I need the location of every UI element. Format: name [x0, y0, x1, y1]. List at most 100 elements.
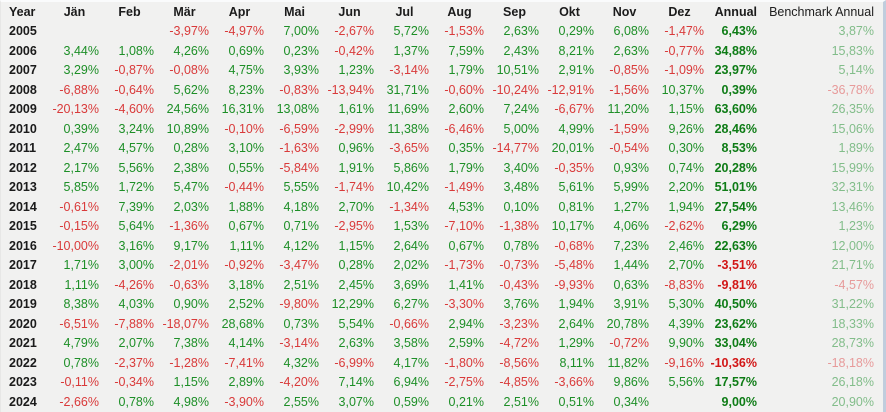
month-cell: -1,74%	[334, 180, 374, 194]
month-cell: 0,90%	[173, 297, 209, 311]
column-header-sep: Sep	[503, 5, 526, 19]
table-row-2005: 2005 -3,97% -4,97% 7,00% -2,67% 5,72% -1,53% 2,…	[1, 22, 883, 42]
month-cell: -6,88%	[59, 82, 99, 97]
month-cell: -5,84%	[279, 160, 319, 175]
year-cell: 2014	[9, 199, 37, 214]
month-cell: -1,49%	[444, 180, 484, 194]
month-cell: -10,24%	[492, 82, 539, 97]
month-cell: 4,17%	[393, 355, 429, 370]
month-cell: -1,80%	[444, 355, 484, 370]
year-cell: 2023	[9, 375, 37, 389]
year-cell: 2013	[9, 180, 37, 194]
year-cell: 2024	[9, 394, 37, 409]
year-cell: 2007	[9, 63, 37, 77]
benchmark-annual-cell: 12,00%	[831, 238, 874, 253]
month-cell: 6,08%	[613, 24, 649, 38]
month-cell: 3,07%	[338, 394, 374, 409]
month-cell: -1,63%	[279, 141, 319, 155]
month-cell: 4,26%	[173, 43, 209, 58]
month-cell: -6,46%	[444, 121, 484, 136]
month-cell: 3,29%	[63, 63, 99, 77]
month-cell: -8,83%	[664, 277, 704, 292]
month-cell: 10,51%	[496, 63, 539, 77]
month-cell: 0,51%	[558, 394, 594, 409]
month-cell: 2,38%	[173, 160, 209, 175]
month-cell: 7,23%	[613, 238, 649, 253]
month-cell: 7,24%	[503, 102, 539, 116]
month-cell: 0,30%	[668, 141, 704, 155]
month-cell: -1,28%	[169, 355, 209, 370]
annual-cell: 6,29%	[721, 219, 757, 233]
month-cell: -4,72%	[499, 336, 539, 350]
month-cell: 1,53%	[393, 219, 429, 233]
month-cell: -0,61%	[59, 199, 99, 214]
month-cell: -0,72%	[609, 336, 649, 350]
column-header-apr: Apr	[228, 5, 251, 19]
benchmark-annual-cell: 15,06%	[831, 121, 874, 136]
month-cell: -6,99%	[334, 355, 374, 370]
month-cell: -0,15%	[59, 219, 99, 233]
month-cell: 0,93%	[613, 160, 649, 175]
month-cell: -10,00%	[52, 238, 99, 253]
month-cell: -0,83%	[279, 82, 319, 97]
annual-cell: 34,88%	[714, 43, 757, 58]
month-cell: -0,34%	[114, 375, 154, 389]
month-cell: 3,18%	[228, 277, 264, 292]
month-cell: 1,11%	[64, 277, 99, 292]
month-cell: -9,93%	[554, 277, 594, 292]
annual-cell: 40,50%	[714, 297, 757, 311]
year-cell: 2008	[9, 82, 37, 97]
month-cell: 9,17%	[173, 238, 209, 253]
month-cell: -0,92%	[224, 258, 264, 272]
table-row-2016: 2016 -10,00% 3,16% 9,17% 1,11% 4,12% 1,15% 2,64…	[1, 237, 883, 257]
benchmark-annual-cell: 26,18%	[831, 375, 874, 389]
month-cell: 8,21%	[558, 43, 594, 58]
month-cell: 11,20%	[607, 102, 649, 116]
month-cell	[652, 393, 707, 412]
month-cell: -7,10%	[444, 219, 484, 233]
month-cell: 11,82%	[607, 355, 649, 370]
month-cell: 4,18%	[283, 199, 319, 214]
year-cell: 2022	[9, 355, 37, 370]
month-cell: 0,10%	[503, 199, 539, 214]
month-cell: 4,98%	[173, 394, 209, 409]
month-cell: 5,62%	[173, 82, 209, 97]
month-cell: 2,63%	[503, 24, 539, 38]
year-cell: 2006	[9, 43, 37, 58]
benchmark-annual-cell: 15,83%	[831, 43, 874, 58]
month-cell: 5,72%	[393, 24, 429, 38]
month-cell: -4,85%	[499, 375, 539, 389]
month-cell: 1,15%	[173, 375, 209, 389]
month-cell: 3,93%	[283, 63, 319, 77]
year-cell: 2015	[9, 219, 37, 233]
month-cell: 4,06%	[613, 219, 649, 233]
table-row-2006: 2006 3,44% 1,08% 4,26% 0,69% 0,23% -0,42% 1,37%…	[1, 42, 883, 62]
table-row-2009: 2009 -20,13% -4,60% 24,56% 16,31% 13,08% 1,61%…	[1, 100, 883, 120]
month-cell: -7,41%	[224, 355, 264, 370]
month-cell: 5,64%	[118, 219, 154, 233]
column-header-jun: Jun	[338, 5, 361, 19]
month-cell: 2,51%	[503, 394, 539, 409]
table-row-2007: 2007 3,29% -0,87% -0,08% 4,75% 3,93% 1,23% -3,1…	[1, 61, 883, 81]
annual-cell: -10,36%	[710, 355, 757, 370]
table-row-2011: 2011 2,47% 4,57% 0,28% 3,10% -1,63% 0,96% -3,65…	[1, 139, 883, 159]
month-cell: -2,62%	[664, 219, 704, 233]
month-cell: -0,77%	[664, 43, 704, 58]
month-cell: 0,29%	[558, 24, 594, 38]
month-cell: 2,45%	[338, 277, 374, 292]
month-cell: -13,94%	[327, 82, 374, 97]
benchmark-annual-cell: -36,78%	[827, 82, 874, 97]
month-cell: 6,27%	[393, 297, 429, 311]
month-cell: -2,66%	[59, 394, 99, 409]
benchmark-annual-cell: 1,23%	[838, 219, 874, 233]
month-cell: 1,11%	[229, 238, 264, 253]
month-cell: 3,44%	[63, 43, 99, 58]
month-cell: -2,01%	[169, 258, 209, 272]
month-cell: 1,44%	[613, 258, 649, 272]
month-cell: 0,67%	[448, 238, 484, 253]
month-cell: 2,64%	[393, 238, 429, 253]
table-row-2022: 2022 0,78% -2,37% -1,28% -7,41% 4,32% -6,99% 4,…	[1, 354, 883, 374]
month-cell: 5,00%	[503, 121, 539, 136]
month-cell: 0,78%	[118, 394, 154, 409]
